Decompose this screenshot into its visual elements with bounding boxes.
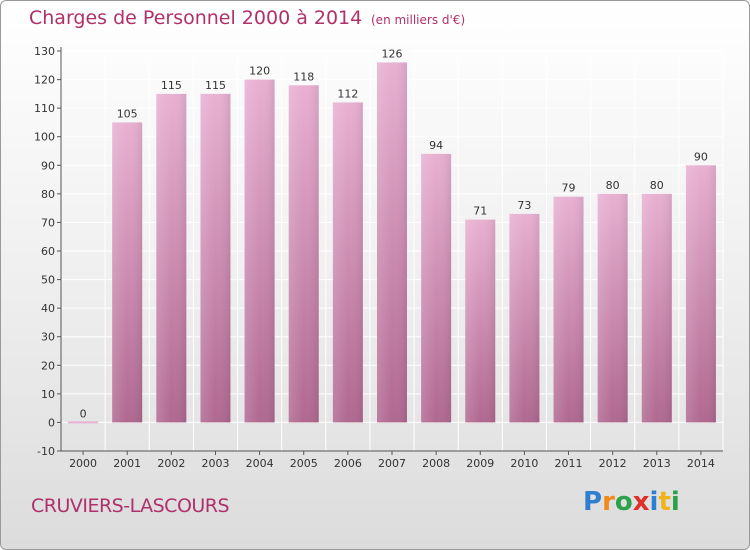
data-label: 115 xyxy=(161,79,182,92)
x-tick-label: 2008 xyxy=(422,457,450,470)
logo-letter: x xyxy=(632,487,650,517)
y-tick-label: 90 xyxy=(41,159,55,172)
bar-sheen xyxy=(244,79,275,423)
x-tick-label: 2003 xyxy=(201,457,229,470)
data-label: 112 xyxy=(337,87,358,100)
bar-sheen xyxy=(156,93,187,423)
bar-sheen xyxy=(597,193,628,423)
logo-letter: i xyxy=(670,487,680,517)
data-label: 71 xyxy=(473,205,487,218)
y-tick-label: 100 xyxy=(34,131,55,144)
y-tick-label: 10 xyxy=(41,388,55,401)
bar-sheen xyxy=(332,102,363,423)
x-tick-label: 2010 xyxy=(510,457,538,470)
y-tick-label: 0 xyxy=(48,416,55,429)
bar-sheen xyxy=(553,196,584,423)
data-label: 126 xyxy=(382,47,403,60)
y-tick-label: 70 xyxy=(41,216,55,229)
bar-sheen xyxy=(112,122,143,423)
y-tick-label: 50 xyxy=(41,274,55,287)
x-tick-label: 2006 xyxy=(334,457,362,470)
proxiti-logo: Proxiti xyxy=(583,487,680,517)
y-tick-label: 130 xyxy=(34,45,55,58)
x-tick-label: 2005 xyxy=(290,457,318,470)
x-tick-label: 2000 xyxy=(69,457,97,470)
data-label: 115 xyxy=(205,79,226,92)
logo-letter: o xyxy=(614,487,633,517)
data-label: 79 xyxy=(562,182,576,195)
commune-name: CRUVIERS-LASCOURS xyxy=(31,495,230,517)
data-label: 80 xyxy=(606,179,620,192)
x-tick-label: 2011 xyxy=(555,457,583,470)
chart-title: Charges de Personnel 2000 à 2014 xyxy=(29,7,363,29)
bar-sheen xyxy=(421,153,452,423)
data-label: 118 xyxy=(293,70,314,83)
data-label: 90 xyxy=(694,150,708,163)
y-tick-label: 110 xyxy=(34,102,55,115)
bar-sheen xyxy=(200,93,231,423)
x-tick-label: 2009 xyxy=(466,457,494,470)
bar-sheen xyxy=(685,165,716,423)
x-tick-label: 2004 xyxy=(246,457,274,470)
y-tick-label: 20 xyxy=(41,359,55,372)
y-tick-label: -10 xyxy=(37,445,55,458)
y-tick-label: 30 xyxy=(41,331,55,344)
logo-letter: i xyxy=(649,487,659,517)
data-label: 80 xyxy=(650,179,664,192)
x-tick-label: 2001 xyxy=(113,457,141,470)
data-label: 105 xyxy=(117,107,138,120)
x-tick-label: 2013 xyxy=(643,457,671,470)
logo-letter: P xyxy=(583,487,603,517)
bar-sheen xyxy=(641,193,672,423)
y-tick-label: 60 xyxy=(41,245,55,258)
data-label: 94 xyxy=(429,139,443,152)
bar-sheen xyxy=(509,213,540,423)
data-label: 120 xyxy=(249,65,270,78)
bar-sheen xyxy=(376,62,408,423)
bar-sheen xyxy=(465,219,496,423)
x-tick-label: 2012 xyxy=(599,457,627,470)
y-tick-label: 120 xyxy=(34,74,55,87)
logo-letter: t xyxy=(658,487,671,517)
data-label: 0 xyxy=(80,407,87,420)
data-label: 73 xyxy=(517,199,531,212)
x-tick-label: 2007 xyxy=(378,457,406,470)
bar-sheen xyxy=(288,85,319,423)
chart-subtitle: (en milliers d'€) xyxy=(371,13,466,27)
y-tick-label: 80 xyxy=(41,188,55,201)
x-tick-label: 2014 xyxy=(687,457,715,470)
logo-letter: r xyxy=(602,487,615,517)
y-tick-label: 40 xyxy=(41,302,55,315)
x-tick-label: 2002 xyxy=(157,457,185,470)
